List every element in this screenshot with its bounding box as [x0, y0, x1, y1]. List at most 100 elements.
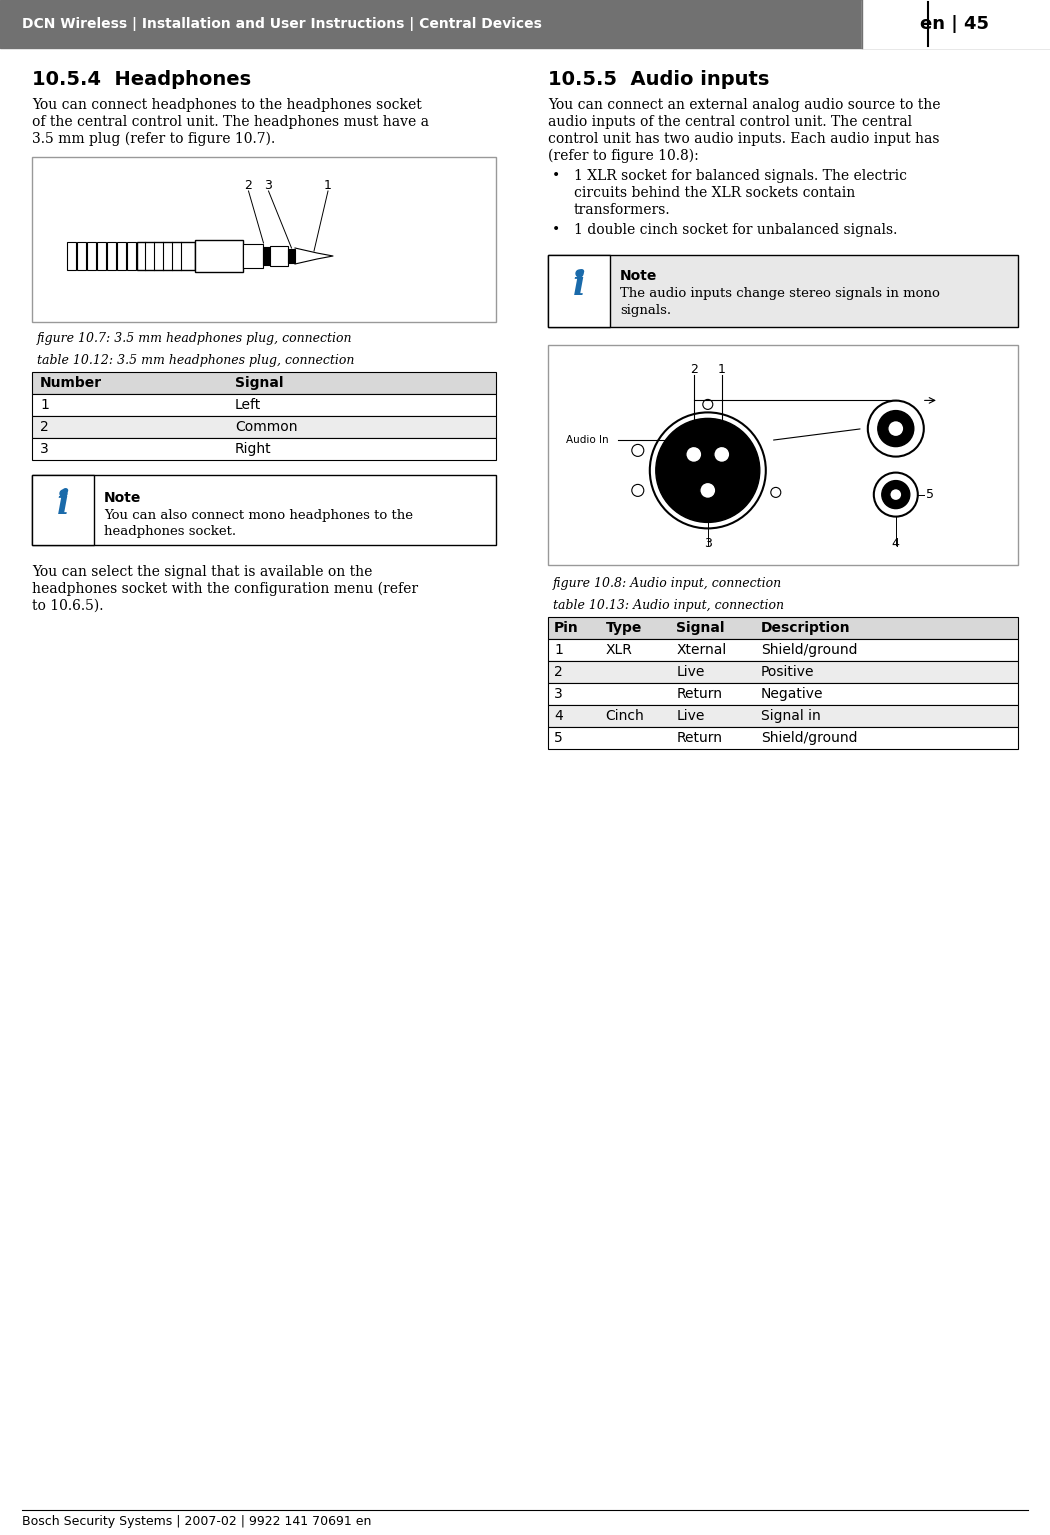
Text: 3: 3 [265, 180, 272, 192]
Text: Left: Left [235, 398, 261, 411]
Bar [548, 705, 1018, 728]
Text: 3: 3 [704, 537, 712, 550]
Text: circuits behind the XLR sockets contain: circuits behind the XLR sockets contain [574, 186, 856, 200]
Text: figure 10.7: 3.5 mm headphones plug, connection: figure 10.7: 3.5 mm headphones plug, con… [37, 332, 353, 345]
Text: Bosch Security Systems | 2007-02 | 9922 141 70691 en: Bosch Security Systems | 2007-02 | 9922 … [22, 1515, 372, 1529]
Bar [136, 243, 195, 270]
Bar [548, 617, 1018, 639]
Bar [32, 437, 496, 460]
Text: 1: 1 [40, 398, 49, 411]
Bar [262, 247, 270, 266]
Bar [77, 243, 86, 270]
Circle shape [882, 480, 909, 508]
Text: Positive: Positive [761, 665, 815, 678]
Circle shape [650, 413, 765, 528]
Bar [32, 474, 94, 545]
Text: Signal in: Signal in [761, 709, 820, 723]
Text: Negative: Negative [761, 688, 823, 701]
Circle shape [889, 488, 902, 500]
Text: 5: 5 [554, 731, 563, 744]
Bar [548, 255, 610, 327]
Text: You can connect headphones to the headphones socket: You can connect headphones to the headph… [32, 98, 422, 112]
Circle shape [867, 401, 924, 456]
Text: Return: Return [676, 731, 722, 744]
Text: 1 XLR socket for balanced signals. The electric: 1 XLR socket for balanced signals. The e… [574, 169, 907, 183]
Bar [107, 243, 116, 270]
Text: table 10.13: Audio input, connection: table 10.13: Audio input, connection [553, 599, 784, 612]
Circle shape [714, 447, 730, 462]
Text: headphones socket with the configuration menu (refer: headphones socket with the configuration… [32, 582, 418, 597]
Bar [548, 345, 1018, 565]
Bar [97, 243, 106, 270]
Bar [127, 243, 136, 270]
Text: DCN Wireless | Installation and User Instructions | Central Devices: DCN Wireless | Installation and User Ins… [22, 17, 542, 31]
Text: 1 double cinch socket for unbalanced signals.: 1 double cinch socket for unbalanced sig… [574, 223, 898, 236]
Circle shape [670, 433, 745, 508]
Text: Return: Return [676, 688, 722, 701]
Bar [288, 249, 295, 262]
Text: headphones socket.: headphones socket. [104, 525, 236, 537]
Text: Audio In: Audio In [566, 436, 609, 445]
Bar [270, 246, 288, 266]
Text: transformers.: transformers. [574, 203, 671, 216]
Text: figure 10.8: Audio input, connection: figure 10.8: Audio input, connection [553, 577, 782, 589]
Text: 5: 5 [926, 488, 933, 500]
Bar [548, 728, 1018, 749]
Text: 10.5.5  Audio inputs: 10.5.5 Audio inputs [548, 71, 770, 89]
Text: signals.: signals. [620, 304, 671, 318]
Text: 2: 2 [40, 421, 48, 434]
Text: Live: Live [676, 709, 705, 723]
Text: 1: 1 [718, 362, 726, 376]
Text: (refer to figure 10.8):: (refer to figure 10.8): [548, 149, 698, 163]
Text: •: • [552, 223, 561, 236]
Text: Number: Number [40, 376, 102, 390]
Text: Signal: Signal [676, 622, 724, 635]
Bar [243, 244, 262, 269]
Text: •: • [552, 169, 561, 183]
Bar [548, 255, 1018, 327]
Text: i: i [572, 269, 585, 302]
Text: Cinch: Cinch [606, 709, 645, 723]
Text: 3: 3 [40, 442, 48, 456]
Text: 2: 2 [245, 180, 252, 192]
Circle shape [874, 473, 918, 517]
Text: 10.5.4  Headphones: 10.5.4 Headphones [32, 71, 251, 89]
Text: audio inputs of the central control unit. The central: audio inputs of the central control unit… [548, 115, 912, 129]
Circle shape [699, 482, 716, 499]
Text: 1: 1 [324, 180, 332, 192]
Circle shape [771, 488, 781, 497]
Text: Live: Live [676, 665, 705, 678]
Text: The audio inputs change stereo signals in mono: The audio inputs change stereo signals i… [620, 287, 940, 299]
Text: control unit has two audio inputs. Each audio input has: control unit has two audio inputs. Each … [548, 132, 940, 146]
Circle shape [888, 421, 904, 436]
Text: You can also connect mono headphones to the: You can also connect mono headphones to … [104, 510, 413, 522]
Bar [548, 662, 1018, 683]
Text: 4: 4 [891, 537, 900, 550]
Text: Shield/ground: Shield/ground [761, 731, 857, 744]
Text: 2: 2 [690, 362, 698, 376]
Circle shape [632, 485, 644, 496]
Text: You can connect an external analog audio source to the: You can connect an external analog audio… [548, 98, 941, 112]
Text: of the central control unit. The headphones must have a: of the central control unit. The headpho… [32, 115, 429, 129]
Text: Note: Note [620, 269, 657, 282]
Bar [67, 243, 76, 270]
Text: 3.5 mm plug (refer to figure 10.7).: 3.5 mm plug (refer to figure 10.7). [32, 132, 275, 146]
Bar [32, 394, 496, 416]
Bar [32, 416, 496, 437]
Circle shape [686, 447, 701, 462]
Text: en | 45: en | 45 [921, 15, 989, 32]
Bar [548, 683, 1018, 705]
Circle shape [656, 419, 760, 522]
Text: i: i [57, 488, 69, 520]
Text: Shield/ground: Shield/ground [761, 643, 857, 657]
Bar [548, 639, 1018, 662]
Text: Signal: Signal [235, 376, 284, 390]
Bar [87, 243, 96, 270]
Text: Common: Common [235, 421, 297, 434]
Circle shape [878, 410, 914, 447]
Text: to 10.6.5).: to 10.6.5). [32, 599, 104, 612]
Text: Description: Description [761, 622, 851, 635]
Bar [117, 243, 126, 270]
Text: 1: 1 [554, 643, 563, 657]
Circle shape [632, 445, 644, 456]
